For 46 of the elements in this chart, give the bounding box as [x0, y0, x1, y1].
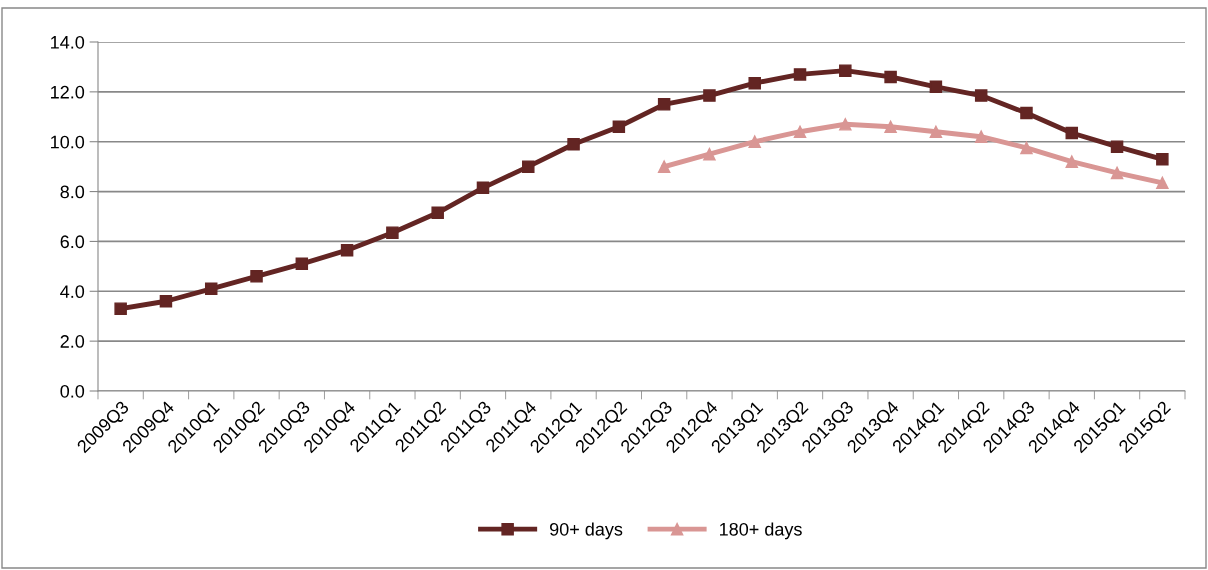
- point: [839, 118, 852, 131]
- point: [884, 120, 897, 134]
- point: [476, 181, 490, 195]
- point: [386, 226, 399, 239]
- point: [1156, 152, 1169, 166]
- point: [1020, 106, 1033, 120]
- y-tick-label: 2.0: [60, 335, 85, 348]
- point: [250, 270, 263, 283]
- point: [114, 302, 127, 315]
- point: [159, 295, 173, 308]
- y-tick-label: 10.0: [51, 135, 85, 149]
- point: [340, 243, 354, 257]
- point: [1110, 166, 1124, 180]
- y-tick-label: 6.0: [60, 235, 85, 249]
- point: [1065, 155, 1079, 168]
- point: [793, 68, 807, 81]
- point: [295, 257, 309, 271]
- point: [204, 282, 218, 296]
- point: [431, 206, 444, 220]
- point: [657, 98, 671, 111]
- point: [748, 76, 761, 90]
- point: [703, 89, 716, 102]
- legend-label: 180+ days: [720, 522, 802, 540]
- point: [567, 137, 580, 151]
- y-tick-label: 14.0: [51, 35, 85, 49]
- point: [929, 125, 943, 138]
- y-tick-label: 0.0: [60, 384, 85, 398]
- point: [1110, 140, 1124, 153]
- point: [612, 120, 626, 134]
- point: [793, 125, 807, 138]
- point: [839, 64, 852, 77]
- point: [748, 135, 761, 148]
- point: [1156, 176, 1169, 190]
- point: [1065, 126, 1079, 140]
- y-tick-label: 8.0: [60, 185, 85, 199]
- point: [657, 160, 671, 173]
- legend-label: 90+ days: [550, 522, 623, 540]
- point: [974, 89, 988, 102]
- point: [884, 70, 897, 84]
- point: [1020, 141, 1033, 155]
- point: [929, 80, 943, 94]
- point: [974, 130, 988, 143]
- y-tick-label: 4.0: [60, 285, 85, 299]
- point: [522, 160, 535, 173]
- point: [703, 147, 716, 161]
- y-tick-label: 12.0: [51, 85, 85, 99]
